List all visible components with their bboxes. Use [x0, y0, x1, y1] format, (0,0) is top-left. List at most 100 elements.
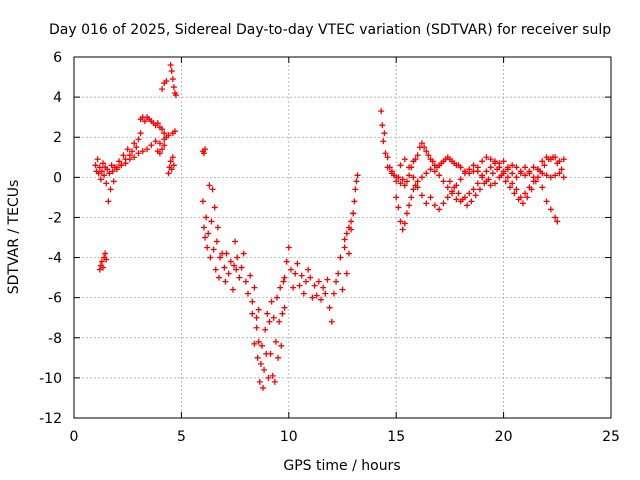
data-point — [500, 158, 507, 165]
data-point — [393, 194, 400, 201]
data-point — [101, 172, 108, 179]
data-point — [423, 148, 430, 155]
data-point — [560, 156, 567, 163]
data-point — [350, 210, 357, 217]
data-point — [384, 164, 391, 171]
x-tick-label: 20 — [495, 429, 513, 445]
data-point — [524, 194, 531, 201]
data-point — [414, 178, 421, 185]
data-point — [440, 200, 447, 207]
data-point — [513, 186, 520, 193]
data-point — [335, 270, 342, 277]
data-point — [351, 198, 358, 205]
data-point — [253, 314, 260, 321]
y-tick-label: -12 — [39, 411, 62, 427]
data-point — [202, 234, 209, 241]
data-point — [98, 258, 105, 265]
series-seg7 — [249, 278, 288, 391]
data-point — [444, 194, 451, 201]
data-point — [507, 184, 514, 191]
data-point — [205, 230, 212, 237]
data-point — [552, 214, 559, 221]
data-point — [543, 198, 550, 205]
data-point — [200, 150, 207, 157]
data-point — [208, 218, 215, 225]
data-point — [262, 326, 269, 333]
data-point — [232, 238, 239, 245]
data-point — [255, 306, 262, 313]
data-point — [515, 196, 522, 203]
data-point — [163, 78, 170, 85]
data-point — [99, 160, 106, 167]
data-point — [302, 278, 309, 285]
data-point — [476, 186, 483, 193]
data-point — [103, 180, 110, 187]
data-point — [354, 172, 361, 179]
data-point — [229, 286, 236, 293]
data-point — [401, 182, 408, 189]
y-tick-label: -4 — [48, 251, 62, 267]
data-point — [504, 174, 511, 181]
data-point — [423, 170, 430, 177]
x-tick-label: 25 — [602, 429, 620, 445]
data-point — [231, 262, 238, 269]
data-point — [479, 172, 486, 179]
data-point — [269, 372, 276, 379]
data-point — [545, 156, 552, 163]
data-point — [453, 196, 460, 203]
data-point — [436, 172, 443, 179]
data-point — [128, 148, 135, 155]
data-point — [272, 338, 279, 345]
series-seg3 — [113, 128, 178, 171]
data-point — [296, 282, 303, 289]
data-point — [543, 172, 550, 179]
data-point — [173, 92, 180, 99]
data-point — [492, 160, 499, 167]
data-point — [159, 146, 166, 153]
data-point — [466, 190, 473, 197]
data-point — [406, 164, 413, 171]
data-point — [330, 290, 337, 297]
data-point — [504, 166, 511, 173]
data-point — [468, 198, 475, 205]
data-point — [522, 190, 529, 197]
data-point — [152, 138, 159, 145]
data-point — [552, 172, 559, 179]
data-point — [313, 292, 320, 299]
data-point — [421, 144, 428, 151]
data-point — [251, 340, 258, 347]
y-tick-label: -6 — [48, 291, 62, 307]
x-tick-label: 0 — [70, 429, 79, 445]
data-point — [403, 210, 410, 217]
data-point — [427, 194, 434, 201]
data-point — [498, 172, 505, 179]
data-point — [266, 318, 273, 325]
data-point — [109, 168, 116, 175]
data-point — [214, 224, 221, 231]
data-point — [267, 350, 274, 357]
data-point — [99, 264, 106, 271]
data-point — [287, 266, 294, 273]
data-point — [227, 258, 234, 265]
data-point — [148, 142, 155, 149]
data-point — [199, 198, 206, 205]
data-point — [326, 304, 333, 311]
data-point — [412, 156, 419, 163]
data-point — [265, 374, 272, 381]
data-point — [353, 178, 360, 185]
data-point — [290, 284, 297, 291]
data-point — [403, 178, 410, 185]
data-point — [315, 278, 322, 285]
data-point — [116, 158, 123, 165]
data-point — [207, 254, 214, 261]
data-point — [120, 152, 127, 159]
data-point — [431, 168, 438, 175]
data-point — [528, 186, 535, 193]
data-point — [161, 130, 168, 137]
data-point — [466, 166, 473, 173]
data-point — [298, 272, 305, 279]
data-point — [96, 164, 103, 171]
data-point — [280, 278, 287, 285]
data-point — [103, 256, 110, 263]
data-point — [560, 174, 567, 181]
